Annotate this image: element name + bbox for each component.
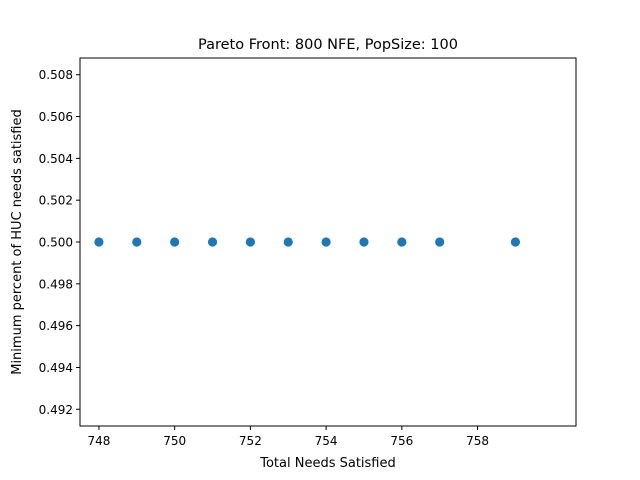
x-tick-label: 748 [87, 434, 110, 448]
y-tick-label: 0.500 [39, 236, 73, 250]
data-point [245, 237, 255, 247]
x-tick-label: 750 [163, 434, 186, 448]
y-tick-label: 0.508 [39, 68, 73, 82]
y-tick-label: 0.506 [39, 110, 73, 124]
data-point [510, 237, 521, 247]
data-point [94, 237, 104, 247]
data-point [132, 237, 142, 247]
data-point [170, 237, 180, 247]
y-axis-ticks: 0.492 0.494 0.496 0.498 0.500 0.502 0.504 0.506… [39, 68, 80, 417]
x-tick-label: 752 [239, 434, 262, 448]
x-tick-label: 754 [315, 434, 338, 448]
data-point [397, 237, 407, 247]
x-axis-ticks: 748 750 752 754 756 758 [87, 426, 489, 448]
y-tick-label: 0.498 [39, 277, 73, 291]
chart-title: Pareto Front: 800 NFE, PopSize: 100 [198, 37, 458, 53]
y-axis-label: Minimum percent of HUC needs satisfied [10, 109, 25, 375]
data-point [207, 237, 218, 247]
x-tick-label: 756 [390, 434, 413, 448]
points-layer [94, 237, 521, 247]
y-tick-label: 0.494 [39, 361, 73, 375]
x-tick-label: 758 [466, 434, 489, 448]
data-point [359, 237, 369, 247]
data-point [283, 237, 293, 247]
y-tick-label: 0.504 [39, 152, 73, 166]
data-point [435, 237, 445, 247]
y-tick-label: 0.502 [39, 194, 73, 208]
y-tick-label: 0.496 [39, 319, 73, 333]
data-point [321, 237, 331, 247]
y-tick-label: 0.492 [39, 403, 73, 417]
x-axis-label: Total Needs Satisfied [259, 456, 396, 471]
